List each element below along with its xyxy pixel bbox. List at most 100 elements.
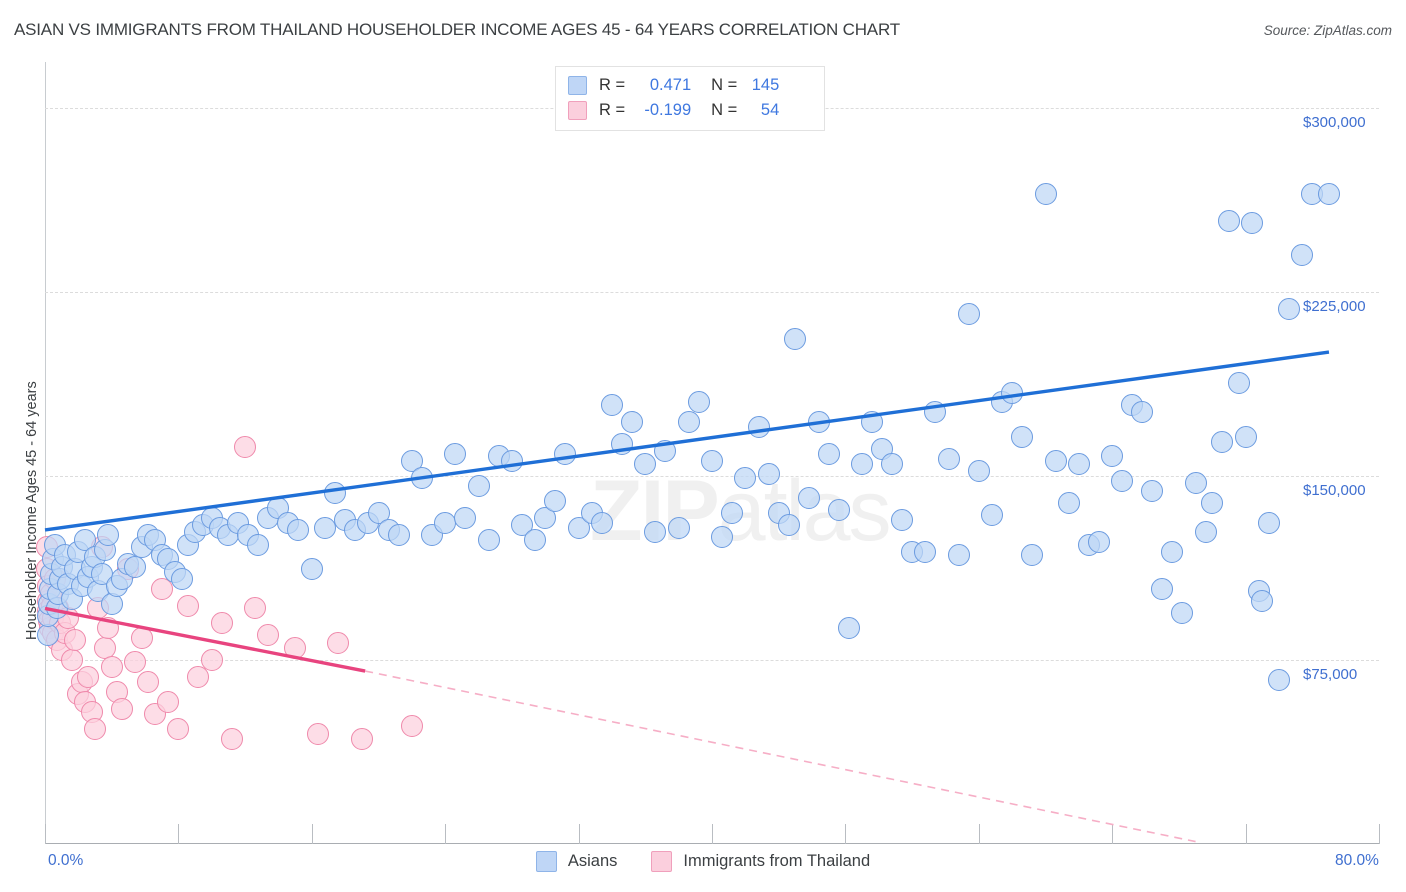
- scatter-point[interactable]: [500, 450, 523, 473]
- scatter-point[interactable]: [967, 460, 990, 483]
- scatter-point[interactable]: [244, 597, 267, 620]
- scatter-point[interactable]: [654, 440, 677, 463]
- scatter-point[interactable]: [1217, 209, 1240, 232]
- scatter-point[interactable]: [677, 411, 700, 434]
- scatter-point[interactable]: [947, 543, 970, 566]
- scatter-point[interactable]: [97, 617, 120, 640]
- scatter-point[interactable]: [747, 415, 770, 438]
- scatter-point[interactable]: [200, 649, 223, 671]
- scatter-point[interactable]: [1234, 425, 1257, 448]
- scatter-point[interactable]: [100, 656, 123, 679]
- scatter-point[interactable]: [170, 568, 193, 591]
- scatter-point[interactable]: [1087, 531, 1110, 554]
- scatter-point[interactable]: [77, 666, 100, 689]
- scatter-point[interactable]: [667, 516, 690, 539]
- scatter-point[interactable]: [851, 452, 874, 475]
- scatter-point[interactable]: [307, 722, 330, 745]
- scatter-point[interactable]: [1034, 182, 1057, 205]
- scatter-point[interactable]: [1241, 212, 1264, 235]
- scatter-point[interactable]: [287, 518, 310, 541]
- scatter-point[interactable]: [634, 452, 657, 475]
- scatter-point[interactable]: [981, 504, 1004, 527]
- scatter-point[interactable]: [400, 715, 423, 738]
- scatter-point[interactable]: [410, 467, 433, 490]
- scatter-point[interactable]: [324, 482, 347, 505]
- scatter-point[interactable]: [1044, 450, 1067, 473]
- scatter-point[interactable]: [350, 727, 373, 750]
- scatter-point[interactable]: [60, 649, 83, 671]
- scatter-point[interactable]: [467, 474, 490, 497]
- scatter-point[interactable]: [957, 303, 980, 326]
- legend-entry-asians[interactable]: Asians: [535, 851, 617, 872]
- scatter-point[interactable]: [1011, 425, 1034, 448]
- scatter-point[interactable]: [327, 631, 350, 654]
- scatter-point[interactable]: [1227, 371, 1250, 394]
- scatter-point[interactable]: [177, 595, 200, 618]
- scatter-point[interactable]: [1317, 182, 1340, 205]
- scatter-point[interactable]: [1291, 244, 1314, 267]
- scatter-point[interactable]: [620, 411, 643, 434]
- scatter-point[interactable]: [1001, 381, 1024, 404]
- scatter-point[interactable]: [167, 717, 190, 740]
- scatter-point[interactable]: [1211, 430, 1234, 453]
- scatter-point[interactable]: [124, 555, 147, 578]
- scatter-point[interactable]: [97, 523, 120, 546]
- scatter-point[interactable]: [891, 509, 914, 532]
- scatter-point[interactable]: [817, 442, 840, 465]
- scatter-point[interactable]: [797, 487, 820, 510]
- scatter-point[interactable]: [610, 433, 633, 456]
- scatter-point[interactable]: [590, 511, 613, 534]
- scatter-point[interactable]: [130, 626, 153, 649]
- scatter-point[interactable]: [937, 447, 960, 470]
- scatter-point[interactable]: [837, 617, 860, 640]
- scatter-point[interactable]: [524, 528, 547, 551]
- scatter-point[interactable]: [137, 671, 160, 694]
- scatter-point[interactable]: [234, 435, 257, 458]
- scatter-point[interactable]: [1277, 298, 1300, 321]
- scatter-point[interactable]: [1184, 472, 1207, 495]
- scatter-point[interactable]: [924, 401, 947, 424]
- scatter-point[interactable]: [314, 516, 337, 539]
- scatter-point[interactable]: [36, 624, 59, 647]
- scatter-point[interactable]: [247, 533, 270, 556]
- scatter-point[interactable]: [84, 717, 107, 740]
- scatter-point[interactable]: [387, 523, 410, 546]
- scatter-point[interactable]: [444, 442, 467, 465]
- scatter-point[interactable]: [284, 636, 307, 659]
- scatter-point[interactable]: [881, 452, 904, 475]
- scatter-point[interactable]: [1067, 452, 1090, 475]
- scatter-point[interactable]: [827, 499, 850, 522]
- scatter-point[interactable]: [861, 411, 884, 434]
- scatter-point[interactable]: [1101, 445, 1124, 468]
- scatter-point[interactable]: [220, 727, 243, 750]
- scatter-point[interactable]: [124, 651, 147, 674]
- scatter-point[interactable]: [807, 411, 830, 434]
- scatter-point[interactable]: [110, 698, 133, 721]
- scatter-point[interactable]: [1131, 401, 1154, 424]
- scatter-point[interactable]: [64, 629, 86, 652]
- scatter-point[interactable]: [257, 624, 280, 647]
- scatter-point[interactable]: [914, 541, 937, 564]
- scatter-point[interactable]: [1251, 590, 1274, 613]
- scatter-point[interactable]: [600, 393, 623, 416]
- scatter-point[interactable]: [784, 327, 807, 350]
- scatter-point[interactable]: [1267, 668, 1290, 691]
- scatter-point[interactable]: [300, 558, 323, 581]
- scatter-point[interactable]: [157, 690, 180, 713]
- scatter-point[interactable]: [721, 501, 743, 524]
- scatter-point[interactable]: [1171, 602, 1194, 625]
- scatter-point[interactable]: [1111, 469, 1134, 492]
- scatter-point[interactable]: [544, 489, 567, 512]
- scatter-point[interactable]: [554, 442, 577, 465]
- scatter-point[interactable]: [1161, 541, 1184, 564]
- scatter-point[interactable]: [477, 528, 500, 551]
- scatter-point[interactable]: [1194, 521, 1217, 544]
- scatter-point[interactable]: [1201, 491, 1224, 514]
- scatter-point[interactable]: [454, 506, 477, 529]
- scatter-point[interactable]: [1057, 491, 1080, 514]
- scatter-point[interactable]: [1141, 479, 1164, 502]
- scatter-point[interactable]: [1021, 543, 1044, 566]
- scatter-point[interactable]: [1151, 577, 1174, 600]
- legend-entry-thailand[interactable]: Immigrants from Thailand: [651, 851, 870, 872]
- scatter-point[interactable]: [434, 511, 457, 534]
